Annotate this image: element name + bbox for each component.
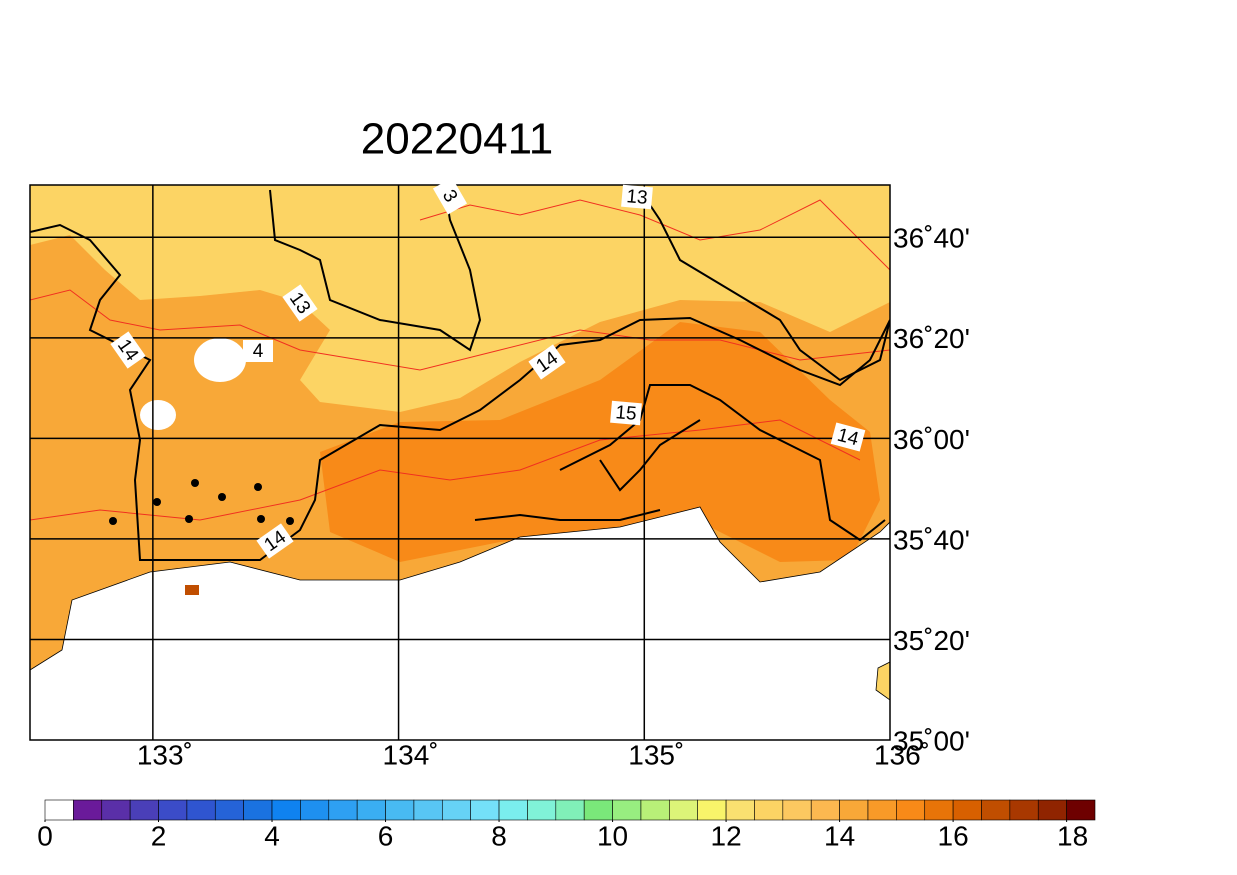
colorbar-box [583, 799, 613, 821]
contour-label-box [528, 344, 566, 380]
colorbar-box [385, 799, 415, 821]
colorbar-box [754, 799, 784, 821]
colorbar-box [981, 799, 1011, 821]
colorbar-box [73, 799, 103, 821]
contour-label-text: 13 [626, 186, 649, 209]
colorbar-label: 16 [938, 820, 969, 851]
contour-label: 3 [432, 177, 468, 215]
colorbar-box [356, 799, 386, 821]
colorbar-box [44, 799, 74, 821]
title: 20220411 [361, 115, 554, 164]
y-tick-label: 35˚40' [893, 524, 970, 555]
contour-label-box [830, 422, 866, 452]
y-tick-label: 36˚20' [893, 323, 970, 354]
colorbar-box [1009, 799, 1039, 821]
y-tick-label: 36˚00' [893, 424, 970, 455]
field-15 [320, 322, 880, 562]
colorbar-box [555, 799, 585, 821]
colorbar: 0 2 4 6 8 10 12 14 16 18 [37, 799, 1096, 851]
colorbar-box [867, 799, 897, 821]
island [194, 338, 246, 382]
colorbar-box [413, 799, 443, 821]
contour-label-text: 15 [615, 402, 638, 425]
y-tick-label: 35˚00' [893, 725, 970, 756]
colorbar-label: 8 [491, 820, 507, 851]
colorbar-box [810, 799, 840, 821]
colorbar-box [669, 799, 699, 821]
colorbar-label: 4 [264, 820, 280, 851]
contour-label-text: 4 [253, 341, 264, 362]
contour-label: 4 [243, 340, 273, 362]
colorbar-box [328, 799, 358, 821]
colorbar-label: 14 [824, 820, 855, 851]
y-tick-label: 35˚20' [893, 625, 970, 656]
contour-label-box [256, 523, 294, 559]
colorbar-box [640, 799, 670, 821]
colorbar-box [214, 799, 244, 821]
colorbar-box [271, 799, 301, 821]
colorbar-label: 0 [37, 820, 53, 851]
contours [30, 189, 890, 561]
stations [109, 479, 294, 525]
colorbar-box [896, 799, 926, 821]
colorbar-label: 6 [378, 820, 394, 851]
x-tick-label: 133˚ [137, 739, 193, 770]
contour-label-box [282, 284, 318, 322]
colorbar-box [186, 799, 216, 821]
contour-label-box [110, 331, 146, 369]
contour-label-box [243, 340, 273, 362]
colorbar-label: 10 [597, 820, 628, 851]
colorbar-box [300, 799, 330, 821]
x-tick-label: 134˚ [383, 739, 439, 770]
colorbar-box [952, 799, 982, 821]
colorbar-box [441, 799, 471, 821]
contour-label-box [432, 177, 468, 215]
colorbar-label: 12 [711, 820, 742, 851]
axes: 133˚ 134˚ 135˚ 136˚35˚00' 35˚20' 35˚40' 36˚00'… [137, 223, 970, 771]
colorbar-label: 2 [151, 820, 167, 851]
contours-half [30, 199, 890, 521]
land-corner [875, 661, 890, 701]
colorbar-box [129, 799, 159, 821]
contour-label-box [621, 184, 653, 210]
contour-label: 13 [621, 184, 653, 210]
colorbar-box [243, 799, 273, 821]
colorbar-box [1066, 799, 1096, 821]
y-tick-label: 36˚40' [893, 223, 970, 254]
colorbar-box [527, 799, 557, 821]
colorbar-box [924, 799, 954, 821]
colorbar-box [498, 799, 528, 821]
colorbar-box [839, 799, 869, 821]
land [30, 506, 890, 740]
colorbar-box [612, 799, 642, 821]
contour-label: 15 [610, 400, 642, 426]
island-warm [185, 585, 199, 595]
colorbar-label: 18 [1057, 820, 1088, 851]
x-tick-label: 136˚ [874, 739, 930, 770]
island [140, 400, 176, 430]
colorbar-box [101, 799, 131, 821]
colorbar-box [1037, 799, 1067, 821]
contour-label-box [610, 400, 642, 426]
colorbar-box [470, 799, 500, 821]
map-field [30, 185, 890, 740]
colorbar-box [782, 799, 812, 821]
colorbar-box [697, 799, 727, 821]
colorbar-box [158, 799, 188, 821]
contour-label: 14 [830, 422, 866, 452]
grid [30, 185, 890, 740]
colorbar-box [725, 799, 755, 821]
x-tick-label: 135˚ [628, 739, 684, 770]
frame [29, 184, 891, 741]
